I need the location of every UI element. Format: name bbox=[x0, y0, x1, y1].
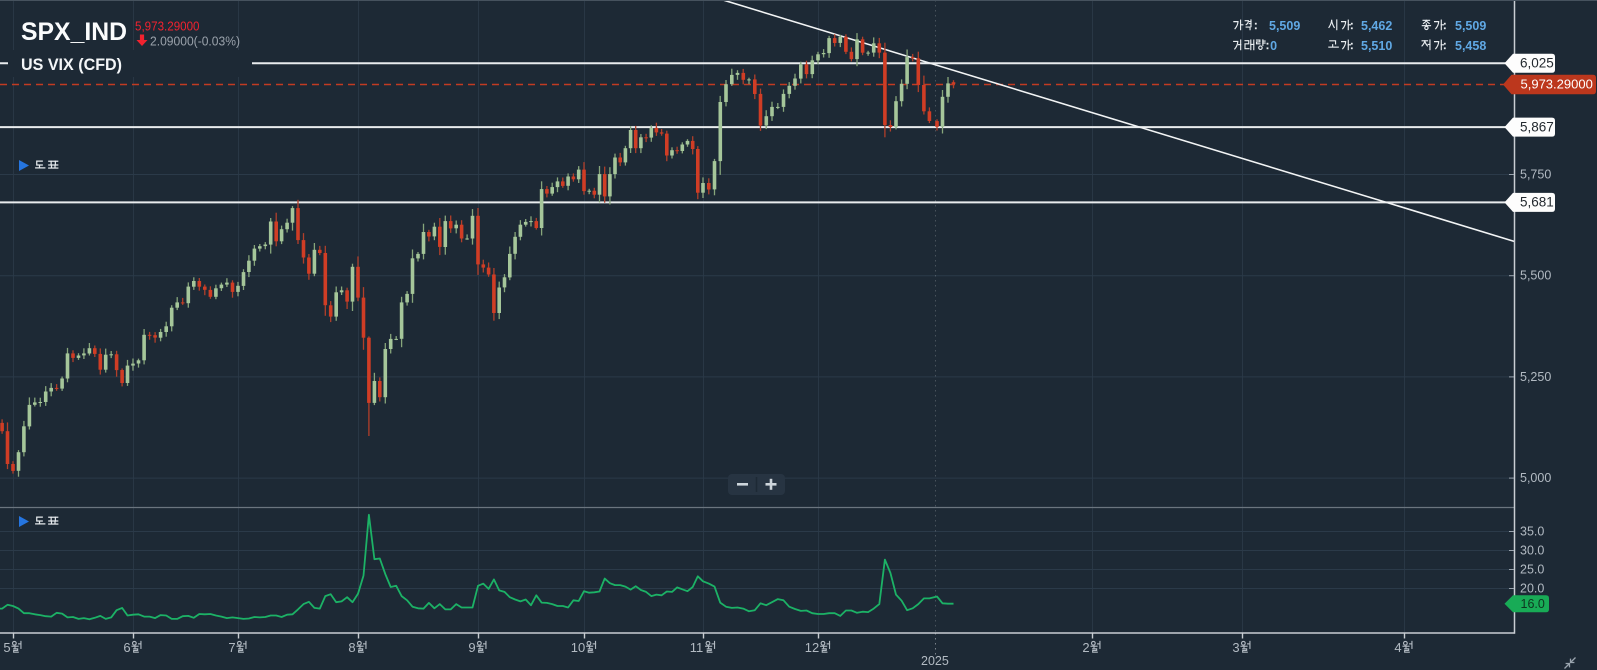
svg-text:12: 12 bbox=[805, 640, 819, 655]
svg-text:6,025: 6,025 bbox=[1520, 55, 1554, 70]
svg-text:30.0: 30.0 bbox=[1520, 544, 1544, 558]
svg-text:3: 3 bbox=[1232, 640, 1239, 655]
svg-text:5: 5 bbox=[3, 640, 10, 655]
svg-text:20.0: 20.0 bbox=[1520, 582, 1544, 596]
svg-text:9: 9 bbox=[468, 640, 475, 655]
svg-text:2.09000(-0.03%): 2.09000(-0.03%) bbox=[150, 35, 240, 49]
svg-text:US VIX (CFD): US VIX (CFD) bbox=[21, 55, 122, 74]
svg-text:5,458: 5,458 bbox=[1455, 39, 1486, 53]
svg-text:5,510: 5,510 bbox=[1361, 39, 1392, 53]
svg-text:SPX_IND: SPX_IND bbox=[21, 18, 127, 46]
svg-text:5,750: 5,750 bbox=[1520, 168, 1551, 182]
svg-text:5,973.29000: 5,973.29000 bbox=[1521, 77, 1593, 92]
svg-text:10: 10 bbox=[571, 640, 585, 655]
svg-text:6: 6 bbox=[123, 640, 130, 655]
svg-text:5,973.29000: 5,973.29000 bbox=[135, 20, 200, 34]
svg-text:5,250: 5,250 bbox=[1520, 370, 1551, 384]
svg-text:35.0: 35.0 bbox=[1520, 525, 1544, 539]
svg-text:5,509: 5,509 bbox=[1455, 19, 1486, 33]
svg-text:4: 4 bbox=[1394, 640, 1401, 655]
svg-text:16.0: 16.0 bbox=[1521, 597, 1545, 611]
svg-text:5,681: 5,681 bbox=[1520, 195, 1554, 210]
svg-text:5,509: 5,509 bbox=[1269, 19, 1300, 33]
svg-text:8: 8 bbox=[348, 640, 355, 655]
svg-text:5,000: 5,000 bbox=[1520, 471, 1551, 485]
svg-text:2: 2 bbox=[1082, 640, 1089, 655]
svg-text:25.0: 25.0 bbox=[1520, 563, 1544, 577]
svg-text:0: 0 bbox=[1270, 39, 1277, 53]
svg-text:5,867: 5,867 bbox=[1520, 119, 1554, 134]
svg-text:5,500: 5,500 bbox=[1520, 269, 1551, 283]
svg-text:2025: 2025 bbox=[921, 654, 949, 668]
svg-text:5,462: 5,462 bbox=[1361, 19, 1392, 33]
svg-text:7: 7 bbox=[228, 640, 235, 655]
svg-text:11: 11 bbox=[690, 640, 704, 655]
